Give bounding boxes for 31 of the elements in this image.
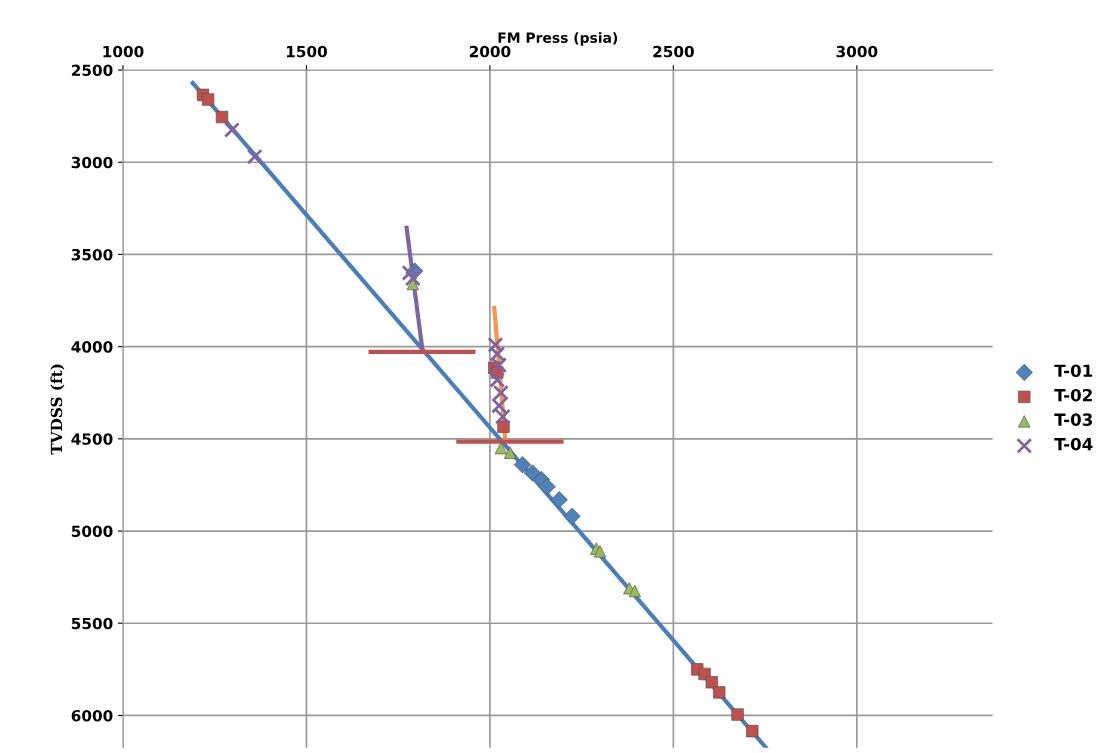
x-tick-label: 1500	[286, 45, 327, 58]
legend-label: T-01	[1054, 364, 1093, 378]
point	[538, 478, 556, 496]
x-tick-label: 3000	[836, 45, 878, 58]
point	[489, 346, 506, 362]
point	[401, 264, 418, 281]
point	[404, 270, 421, 287]
y-axis-title: TVDSS (ft)	[50, 364, 65, 455]
y-tick-label: 3500	[71, 248, 113, 261]
x-axis-title: FM Press (psia)	[498, 32, 618, 46]
x-tick-label: 2500	[653, 45, 694, 58]
legend-label: T-03	[1054, 413, 1092, 426]
point	[246, 148, 263, 165]
y-tick-label: 5500	[71, 617, 113, 630]
point	[491, 357, 508, 374]
legend-label: T-04	[1054, 437, 1093, 451]
point	[491, 397, 508, 414]
y-tick-label: 5000	[71, 525, 113, 538]
y-tick-label: 3000	[71, 156, 113, 169]
point	[223, 121, 240, 138]
point	[494, 408, 511, 425]
legend-label: T-02	[1054, 388, 1092, 402]
y-tick-label: 4500	[71, 433, 113, 445]
point	[492, 384, 509, 401]
y-tick-label: 4000	[71, 341, 113, 353]
x-tick-label: 2000	[469, 45, 511, 58]
y-tick-label: 6000	[71, 709, 113, 722]
point	[489, 371, 506, 388]
point	[487, 336, 504, 353]
y-tick-label: 2500	[71, 64, 113, 77]
x-tick-label: 1000	[103, 45, 144, 58]
